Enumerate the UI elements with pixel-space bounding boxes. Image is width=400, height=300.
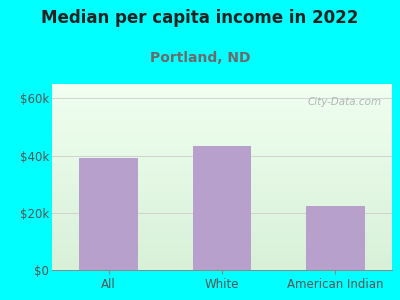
Text: Median per capita income in 2022: Median per capita income in 2022 xyxy=(41,9,359,27)
Text: City-Data.com: City-Data.com xyxy=(308,97,382,107)
Bar xyxy=(306,206,365,270)
Bar xyxy=(79,158,138,270)
Bar xyxy=(192,146,252,270)
Text: Portland, ND: Portland, ND xyxy=(150,51,250,65)
